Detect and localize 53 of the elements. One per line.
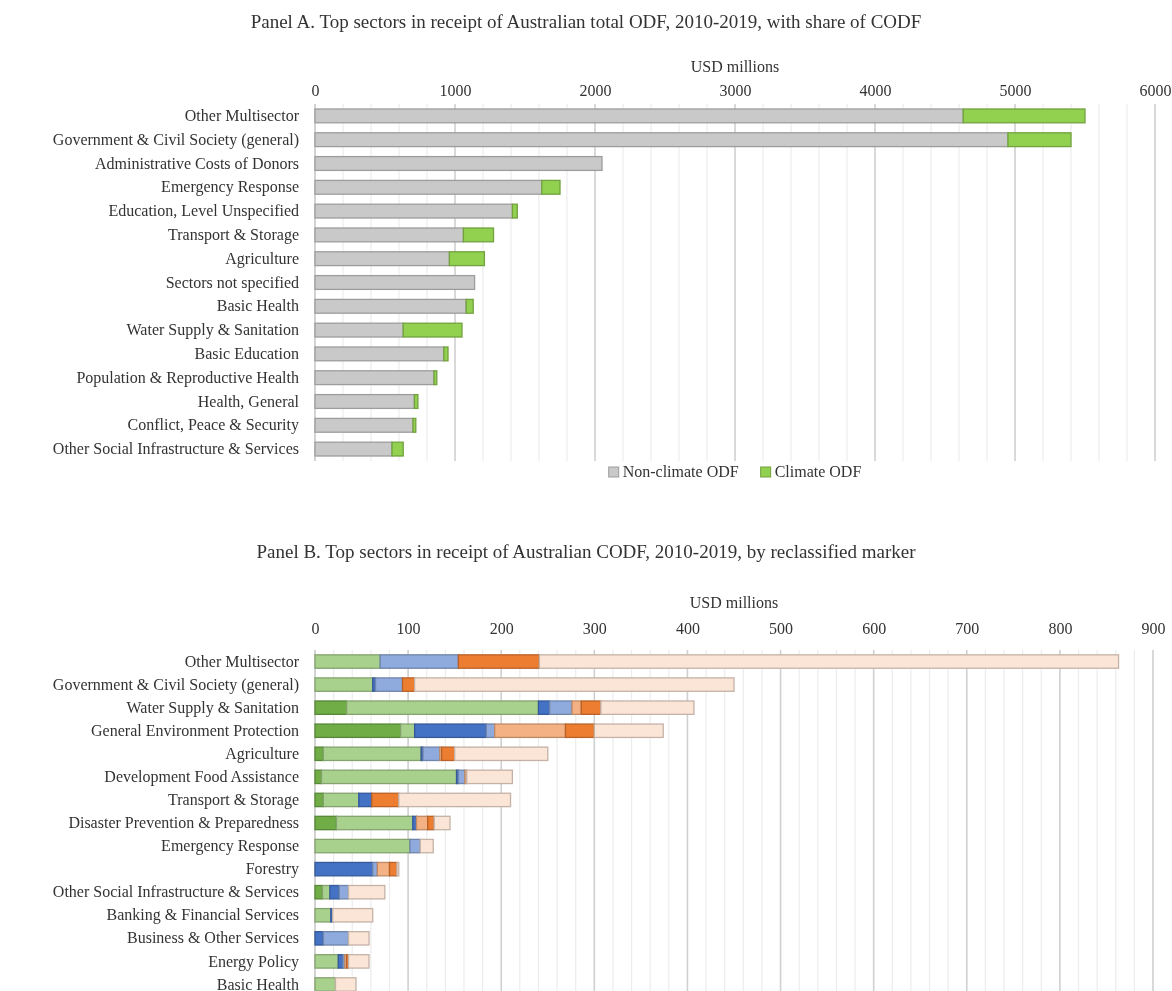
y-tick-label: Health, General <box>197 392 300 410</box>
x-tick-label: 4000 <box>859 82 892 99</box>
y-tick-label: Basic Health <box>216 297 299 315</box>
x-tick-label: 800 <box>1048 620 1073 637</box>
x-tick-label: 5000 <box>999 82 1032 99</box>
y-tick-label: Population & Reproductive Health <box>76 368 299 387</box>
y-tick-label: Development Food Assistance <box>104 767 299 786</box>
legend-label: Non-climate ODF <box>622 463 739 480</box>
y-tick-label: General Environment Protection <box>91 721 299 739</box>
y-tick-label: Water Supply & Sanitation <box>126 321 299 340</box>
y-tick-label: Other Social Infrastructure & Services <box>52 883 299 901</box>
y-tick-label: Sectors not specified <box>165 273 299 292</box>
y-tick-label: Business & Other Services <box>127 929 299 947</box>
y-tick-label: Emergency Response <box>161 178 299 197</box>
x-tick-label: 6000 <box>1139 82 1172 99</box>
x-tick-label: 700 <box>955 620 980 637</box>
x-tick-label: 0 <box>311 82 320 99</box>
y-tick-label: Conflict, Peace & Security <box>127 416 299 435</box>
y-tick-label: Energy Policy <box>208 952 299 971</box>
x-axis-title: USD millions <box>690 58 780 75</box>
y-tick-label: Education, Level Unspecified <box>108 202 299 221</box>
y-tick-label: Agriculture <box>225 249 299 268</box>
x-tick-label: 0 <box>311 620 320 637</box>
y-tick-label: Basic Health <box>216 975 299 991</box>
y-tick-label: Emergency Response <box>161 837 299 856</box>
y-tick-label: Other Social Infrastructure & Services <box>52 440 299 458</box>
x-tick-label: 2000 <box>579 82 612 99</box>
y-tick-label: Other Multisector <box>184 107 300 125</box>
x-tick-label: 300 <box>582 620 607 637</box>
y-tick-label: Agriculture <box>225 744 299 763</box>
y-tick-label: Basic Education <box>194 345 299 363</box>
y-tick-label: Transport & Storage <box>168 791 299 810</box>
y-tick-label: Forestry <box>245 860 299 879</box>
y-tick-label: Other Multisector <box>184 652 300 670</box>
chart-title: Panel B. Top sectors in receipt of Australian CODF, 2010-2019, by reclassified marker <box>256 541 917 562</box>
y-tick-label: Administrative Costs of Donors <box>95 154 299 172</box>
x-tick-label: 100 <box>396 620 421 637</box>
y-tick-label: Water Supply & Sanitation <box>126 698 299 717</box>
y-tick-label: Government & Civil Society (general) <box>52 130 299 149</box>
chart-title: Panel A. Top sectors in receipt of Australian total ODF, 2010-2019, with share of CODF <box>250 11 922 32</box>
y-tick-label: Banking & Financial Services <box>106 906 299 925</box>
legend-label: Climate ODF <box>774 463 862 480</box>
y-tick-label: Transport & Storage <box>168 226 299 245</box>
y-tick-label: Government & Civil Society (general) <box>52 675 299 694</box>
y-tick-label: Disaster Prevention & Preparedness <box>68 814 299 833</box>
x-tick-label: 600 <box>862 620 887 637</box>
x-tick-label: 900 <box>1141 620 1166 637</box>
x-tick-label: 400 <box>675 620 700 637</box>
x-tick-label: 500 <box>769 620 794 637</box>
x-tick-label: 3000 <box>719 82 752 99</box>
x-axis-title: USD millions <box>689 594 779 611</box>
x-tick-label: 1000 <box>439 82 472 99</box>
x-tick-label: 200 <box>489 620 514 637</box>
